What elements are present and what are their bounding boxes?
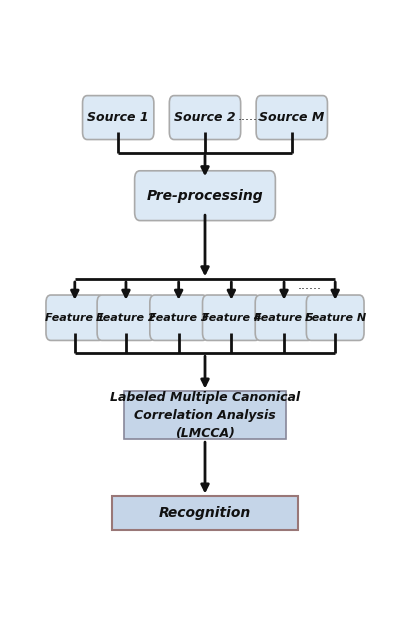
- FancyBboxPatch shape: [202, 295, 260, 340]
- Text: Recognition: Recognition: [159, 506, 251, 520]
- FancyBboxPatch shape: [112, 496, 298, 529]
- Text: Feature 2: Feature 2: [96, 313, 156, 323]
- FancyBboxPatch shape: [256, 96, 328, 139]
- FancyBboxPatch shape: [124, 391, 286, 439]
- Text: Pre-processing: Pre-processing: [147, 189, 263, 203]
- Text: Feature 3: Feature 3: [149, 313, 208, 323]
- FancyBboxPatch shape: [97, 295, 155, 340]
- FancyBboxPatch shape: [150, 295, 208, 340]
- FancyBboxPatch shape: [46, 295, 104, 340]
- Text: ......: ......: [298, 278, 322, 292]
- FancyBboxPatch shape: [255, 295, 313, 340]
- FancyBboxPatch shape: [306, 295, 364, 340]
- FancyBboxPatch shape: [82, 96, 154, 139]
- Text: Source M: Source M: [259, 111, 324, 124]
- Text: Source 1: Source 1: [87, 111, 149, 124]
- Text: Feature 4: Feature 4: [202, 313, 261, 323]
- Text: Feature 1: Feature 1: [45, 313, 105, 323]
- Text: Source 2: Source 2: [174, 111, 236, 124]
- Text: Feature 5: Feature 5: [254, 313, 314, 323]
- Text: ......: ......: [238, 110, 262, 123]
- Text: Feature N: Feature N: [305, 313, 366, 323]
- Text: Labeled Multiple Canonical
Correlation Analysis
(LMCCA): Labeled Multiple Canonical Correlation A…: [110, 391, 300, 440]
- FancyBboxPatch shape: [135, 171, 275, 221]
- FancyBboxPatch shape: [169, 96, 241, 139]
